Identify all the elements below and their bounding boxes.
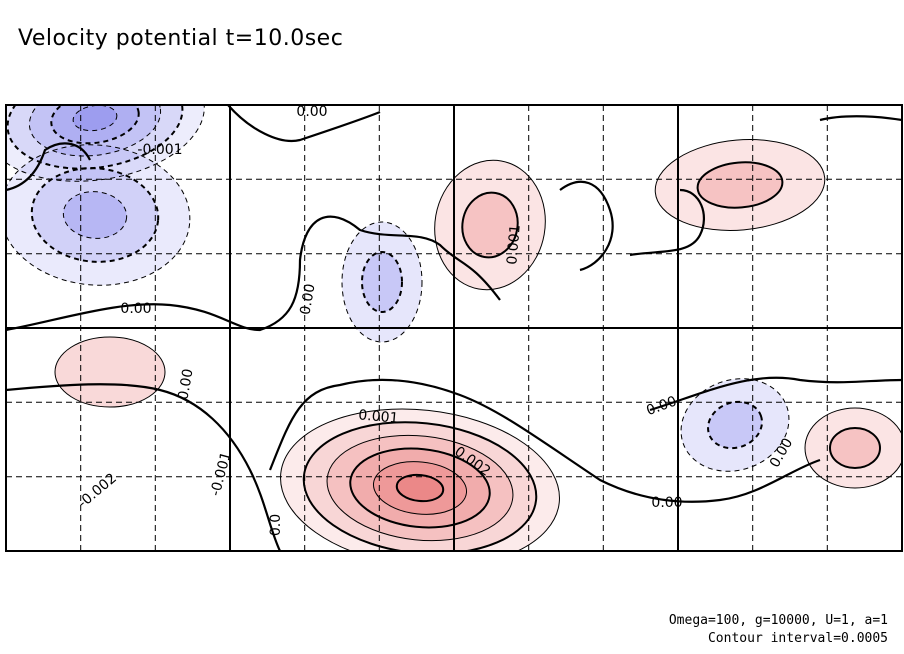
positive-contour-4-5 xyxy=(395,473,445,503)
zero-contour-2 xyxy=(6,142,91,192)
positive-level-5-0 xyxy=(434,160,546,290)
negative-contour-0-2 xyxy=(28,105,162,157)
zero-contours xyxy=(6,105,902,551)
contour-label-11: 0.001 xyxy=(504,224,523,265)
positive-contour-4-1 xyxy=(302,421,538,551)
negative-level-1-2 xyxy=(63,191,127,239)
positive-contour-4-4 xyxy=(372,461,468,515)
zero-contour-0 xyxy=(6,215,501,332)
contour-label-3: 0.00 xyxy=(297,283,318,316)
contour-label-0: 0.00 xyxy=(296,104,327,120)
positive-level-4-5 xyxy=(396,474,444,502)
plot-frame xyxy=(5,104,903,552)
negative-contour-2-1 xyxy=(361,251,403,313)
negative-contour-0-3 xyxy=(50,105,140,145)
contour-interval-note: Contour interval=0.0005 xyxy=(707,631,888,646)
positive-contour-4-3 xyxy=(349,447,491,529)
zero-contour-4 xyxy=(268,378,821,503)
negative-contour-3-1 xyxy=(707,400,763,450)
zero-contour-6 xyxy=(559,180,614,272)
negative-level-3-1 xyxy=(708,401,762,449)
contour-label-9: 0.00 xyxy=(644,393,679,419)
positive-contour-8-1 xyxy=(829,427,881,469)
positive-contour-8-0 xyxy=(804,407,902,489)
negative-level-0-4 xyxy=(73,105,117,131)
negative-level-1-1 xyxy=(31,168,159,262)
positive-contour-5-1 xyxy=(461,191,519,259)
zero-contour-7 xyxy=(629,188,705,257)
zero-contour-3 xyxy=(6,383,281,551)
positive-contour-4-2 xyxy=(326,434,514,542)
contour-label-2: 0.00 xyxy=(120,301,151,317)
positive-contour-7-0 xyxy=(54,336,166,408)
positive-contour-4-0 xyxy=(280,408,560,551)
positive-level-4-4 xyxy=(373,461,467,515)
contour-label-12: 0.00 xyxy=(651,495,682,511)
positive-level-8-1 xyxy=(830,428,880,468)
parameters-note: Omega=100, g=10000, U=1, a=1 xyxy=(668,613,888,628)
contour-label-4: 0.00 xyxy=(175,368,196,401)
negative-contour-2-0 xyxy=(341,221,423,343)
negative-contour-1-0 xyxy=(6,144,191,286)
positive-level-6-1 xyxy=(697,162,783,208)
chart-title: Velocity potential t=10.0sec xyxy=(18,26,344,51)
positive-contour-5-0 xyxy=(434,159,546,291)
zero-contour-8 xyxy=(819,115,902,122)
positive-contours xyxy=(54,139,902,551)
positive-level-5-1 xyxy=(462,192,518,258)
negative-level-2-0 xyxy=(342,222,422,342)
contour-label-13: 0.0 xyxy=(268,514,284,536)
grid-lines xyxy=(6,105,902,551)
positive-level-8-0 xyxy=(805,408,902,488)
contour-label-7: 0.001 xyxy=(358,407,399,426)
contour-fills xyxy=(6,105,902,551)
negative-level-0-0 xyxy=(6,105,205,182)
negative-level-1-0 xyxy=(6,144,190,286)
negative-level-2-1 xyxy=(362,252,402,312)
positive-level-6-0 xyxy=(655,139,825,231)
zero-contour-5 xyxy=(649,376,902,412)
positive-level-4-1 xyxy=(303,422,537,551)
positive-contour-6-1 xyxy=(696,161,784,209)
negative-contour-1-1 xyxy=(30,167,160,263)
zero-contour-1 xyxy=(227,105,381,143)
positive-contour-6-0 xyxy=(654,139,826,231)
negative-contour-3-0 xyxy=(680,378,790,472)
positive-level-7-0 xyxy=(55,337,165,407)
negative-contour-0-0 xyxy=(6,105,205,182)
negative-contour-1-2 xyxy=(62,191,128,239)
contour-label-1: -0.001 xyxy=(137,142,182,158)
negative-level-0-1 xyxy=(7,105,183,169)
